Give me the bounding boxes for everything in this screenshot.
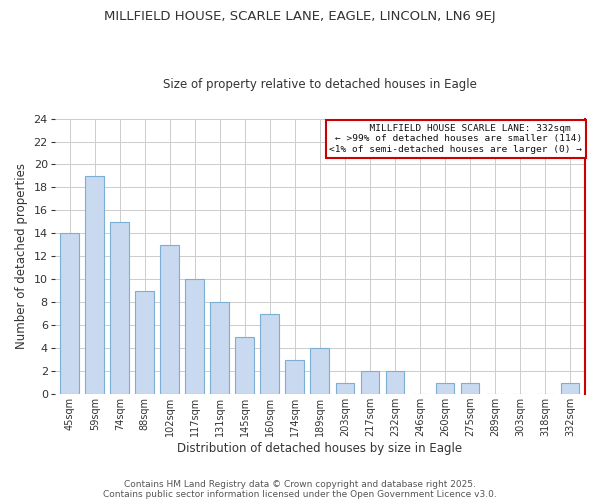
Bar bbox=[560, 382, 580, 394]
Bar bbox=[335, 382, 354, 394]
Y-axis label: Number of detached properties: Number of detached properties bbox=[15, 164, 28, 350]
Text: MILLFIELD HOUSE SCARLE LANE: 332sqm  
← >99% of detached houses are smaller (114: MILLFIELD HOUSE SCARLE LANE: 332sqm ← >9… bbox=[329, 124, 583, 154]
Bar bbox=[211, 302, 229, 394]
Bar bbox=[110, 222, 129, 394]
Bar bbox=[136, 291, 154, 394]
Bar bbox=[85, 176, 104, 394]
Text: Contains HM Land Registry data © Crown copyright and database right 2025.: Contains HM Land Registry data © Crown c… bbox=[124, 480, 476, 489]
Bar bbox=[185, 280, 204, 394]
Title: Size of property relative to detached houses in Eagle: Size of property relative to detached ho… bbox=[163, 78, 477, 91]
Bar bbox=[361, 371, 379, 394]
Bar bbox=[160, 245, 179, 394]
Text: Contains public sector information licensed under the Open Government Licence v3: Contains public sector information licen… bbox=[103, 490, 497, 499]
Bar bbox=[260, 314, 279, 394]
Bar bbox=[61, 234, 79, 394]
Bar bbox=[436, 382, 454, 394]
Bar bbox=[386, 371, 404, 394]
Bar bbox=[235, 336, 254, 394]
Bar bbox=[286, 360, 304, 394]
Bar bbox=[310, 348, 329, 394]
Text: MILLFIELD HOUSE, SCARLE LANE, EAGLE, LINCOLN, LN6 9EJ: MILLFIELD HOUSE, SCARLE LANE, EAGLE, LIN… bbox=[104, 10, 496, 23]
X-axis label: Distribution of detached houses by size in Eagle: Distribution of detached houses by size … bbox=[178, 442, 463, 455]
Bar bbox=[461, 382, 479, 394]
